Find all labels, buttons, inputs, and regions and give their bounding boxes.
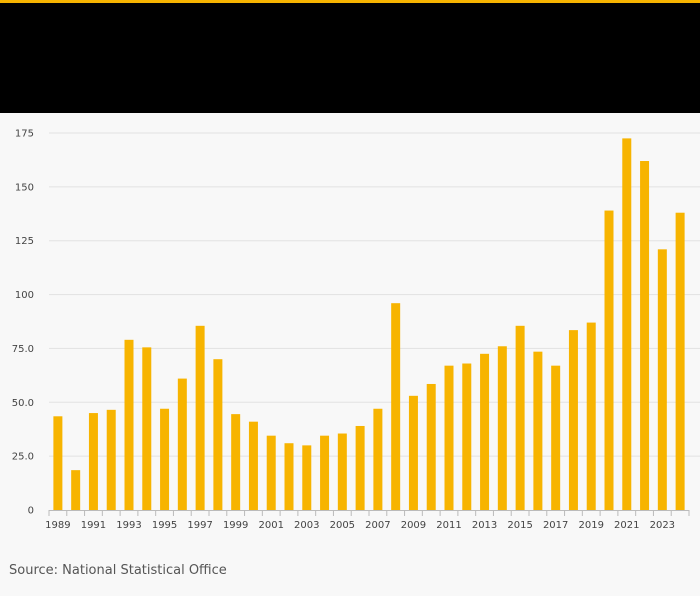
bar-2011: [444, 365, 454, 510]
source-note: Source: National Statistical Office: [9, 563, 227, 578]
x-tick-label: 1995: [152, 520, 177, 531]
bar-2000: [248, 421, 258, 510]
bar-2004: [320, 435, 330, 510]
x-axis: [48, 510, 690, 516]
bar-2015: [515, 325, 525, 510]
bar-2008: [391, 303, 401, 510]
y-tick-label: 150: [15, 182, 34, 193]
bar-2009: [408, 395, 418, 510]
bar-1994: [142, 347, 152, 510]
x-tick-label: 2023: [650, 520, 675, 531]
bar-2022: [640, 161, 650, 510]
x-axis-labels: 1989 1991 1993 1995 1997 1999 2001 2003 2005 2007…: [45, 520, 675, 531]
x-tick-label: 1999: [223, 520, 248, 531]
bar-1991: [88, 413, 98, 510]
x-tick-label: 1989: [45, 520, 70, 531]
header-accent-bar: [0, 0, 700, 3]
bar-1990: [71, 470, 81, 510]
x-tick-label: 2015: [507, 520, 532, 531]
bar-2017: [551, 365, 561, 510]
bar-1993: [124, 339, 134, 510]
bar-2012: [462, 363, 472, 510]
y-tick-label: 125: [15, 236, 34, 247]
bar-2010: [426, 383, 436, 510]
x-tick-label: 2011: [436, 520, 461, 531]
x-tick-label: 2007: [365, 520, 390, 531]
bar-2023: [657, 249, 667, 510]
bar-2013: [480, 353, 490, 510]
bar-2014: [497, 346, 507, 510]
bar-2019: [586, 322, 596, 510]
bars: [53, 138, 685, 511]
bar-1999: [231, 414, 241, 510]
x-tick-label: 2013: [472, 520, 497, 531]
y-tick-label: 100: [15, 290, 34, 301]
bar-2005: [337, 433, 347, 510]
y-tick-label: 175: [15, 129, 34, 140]
x-tick-label: 2019: [578, 520, 603, 531]
bar-2021: [622, 138, 632, 510]
y-tick-label: 50.0: [12, 398, 34, 409]
bar-2007: [373, 408, 383, 510]
y-tick-label: 25.0: [12, 452, 34, 463]
bar-1996: [177, 378, 187, 510]
x-tick-label: 1991: [81, 520, 106, 531]
bar-1995: [160, 408, 170, 510]
x-tick-label: 1993: [116, 520, 141, 531]
bar-2016: [533, 351, 543, 510]
bar-2006: [355, 425, 365, 510]
x-tick-label: 2003: [294, 520, 319, 531]
bar-2018: [568, 330, 578, 510]
bar-2001: [266, 435, 276, 510]
bar-1997: [195, 325, 205, 510]
bar-1998: [213, 359, 223, 510]
x-tick-label: 2005: [330, 520, 355, 531]
header-band: [0, 3, 700, 113]
x-tick-label: 1997: [187, 520, 212, 531]
bar-1989: [53, 416, 63, 510]
y-tick-label: 75.0: [12, 344, 34, 355]
x-tick-label: 2001: [258, 520, 283, 531]
x-tick-label: 2021: [614, 520, 639, 531]
bar-2020: [604, 210, 614, 511]
bar-2003: [302, 445, 312, 510]
bar-2002: [284, 443, 294, 510]
bar-2024: [675, 212, 685, 510]
x-tick-label: 2009: [401, 520, 426, 531]
y-tick-label: 0: [28, 506, 34, 517]
y-axis-labels: 0 25.0 50.0 75.0 100 125 150 175: [12, 129, 34, 517]
bar-1992: [106, 409, 116, 510]
x-tick-label: 2017: [543, 520, 568, 531]
